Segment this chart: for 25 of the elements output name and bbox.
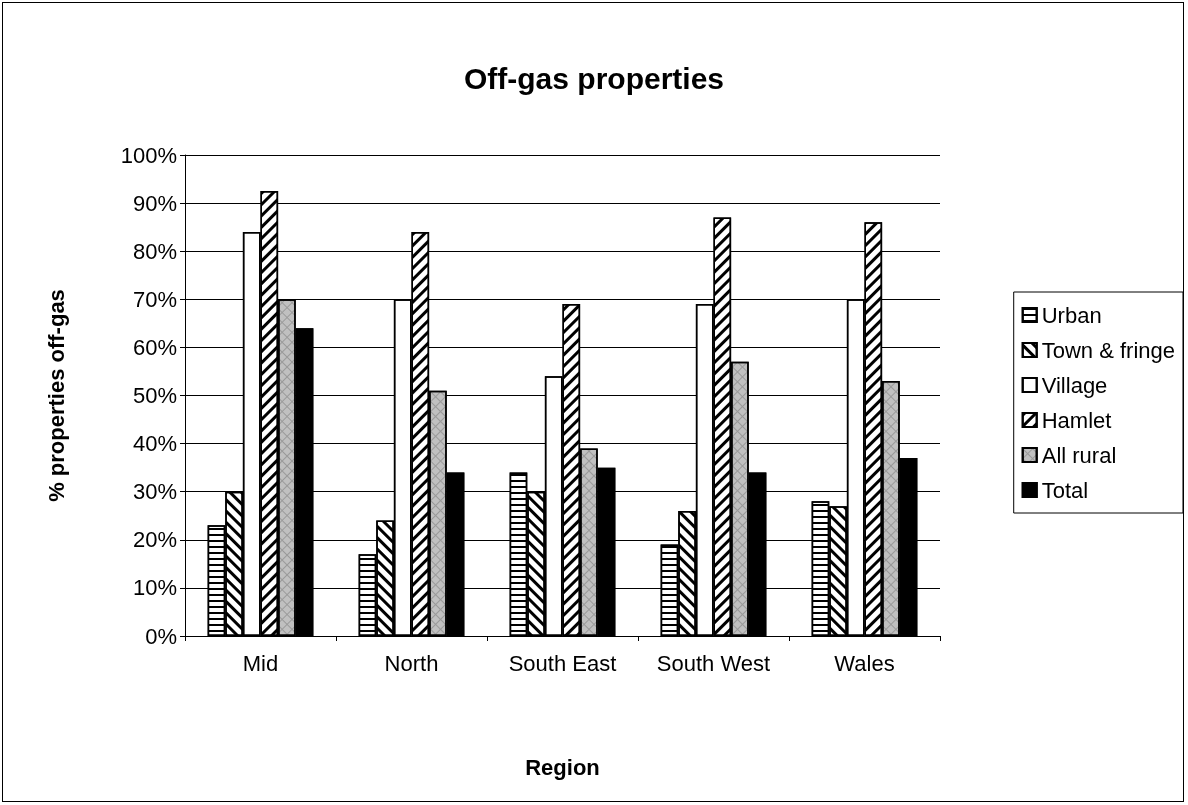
legend-label: Village [1041,372,1108,398]
x-axis-title: Region [525,754,600,780]
y-tick-label: 80% [132,238,177,264]
x-tick-label: North [384,650,439,676]
x-tick-label: Mid [242,650,279,676]
legend-label: Hamlet [1041,407,1112,433]
x-tick-label: Wales [834,650,895,676]
legend-label: All rural [1041,442,1117,468]
y-tick-label: 60% [132,334,177,360]
chart-title: Off-gas properties [463,61,725,95]
y-tick-label: 40% [132,431,177,457]
y-tick-label: 50% [132,383,177,408]
legend-label: Total [1041,477,1089,503]
y-tick-label: 30% [132,479,177,505]
legend-label: Town & fringe [1041,337,1176,363]
y-tick-label: 0% [145,623,177,649]
y-tick-label: 70% [132,286,177,312]
y-tick-label: 90% [132,190,177,216]
y-axis-title: % properties off-gas [43,289,69,502]
legend-label: Urban [1041,302,1102,328]
y-tick-label: 10% [132,575,177,601]
y-tick-label: 20% [132,527,177,553]
x-tick-label: South East [508,650,617,676]
x-tick-label: South West [656,650,771,676]
y-tick-label: 100% [120,142,177,168]
